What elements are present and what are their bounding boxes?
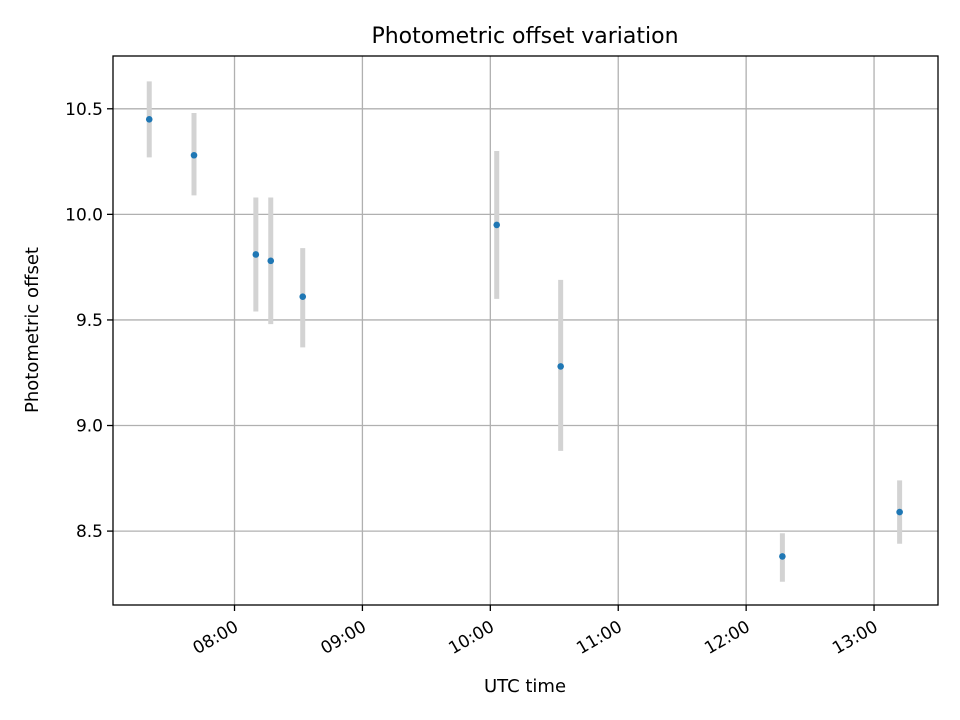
x-axis-ticks: 08:00 09:00 10:00 11:00 12:00 13:00: [190, 605, 882, 659]
grid: [113, 56, 938, 605]
x-tick-label: 11:00: [573, 617, 625, 659]
y-tick-label: 9.0: [76, 417, 103, 437]
data-point: [145, 116, 153, 123]
x-tick-label: 08:00: [190, 617, 242, 659]
data-points: [145, 116, 903, 560]
data-point: [267, 257, 275, 265]
data-point: [779, 553, 786, 560]
y-tick-label: 9.5: [76, 311, 103, 331]
y-axis-label: Photometric offset: [22, 247, 43, 413]
y-tick-label: 8.5: [76, 522, 103, 542]
x-tick-label: 13:00: [829, 617, 881, 659]
data-point: [190, 151, 198, 159]
plot-frame: [112, 55, 939, 606]
y-tick-label: 10.5: [65, 100, 103, 120]
data-point: [493, 221, 501, 229]
data-point: [557, 363, 564, 370]
x-tick-label: 12:00: [701, 617, 753, 659]
data-point: [896, 508, 903, 516]
x-tick-label: 10:00: [445, 617, 497, 659]
y-tick-label: 10.0: [65, 205, 103, 225]
chart-title: Photometric offset variation: [371, 24, 678, 49]
x-axis-label: UTC time: [484, 676, 566, 697]
x-tick-label: 09:00: [317, 617, 369, 659]
error-bars: [146, 81, 903, 582]
data-point: [299, 293, 307, 301]
data-point: [252, 251, 260, 258]
y-axis-ticks: 8.5 9.0 9.5 10.0 10.5: [65, 100, 113, 542]
